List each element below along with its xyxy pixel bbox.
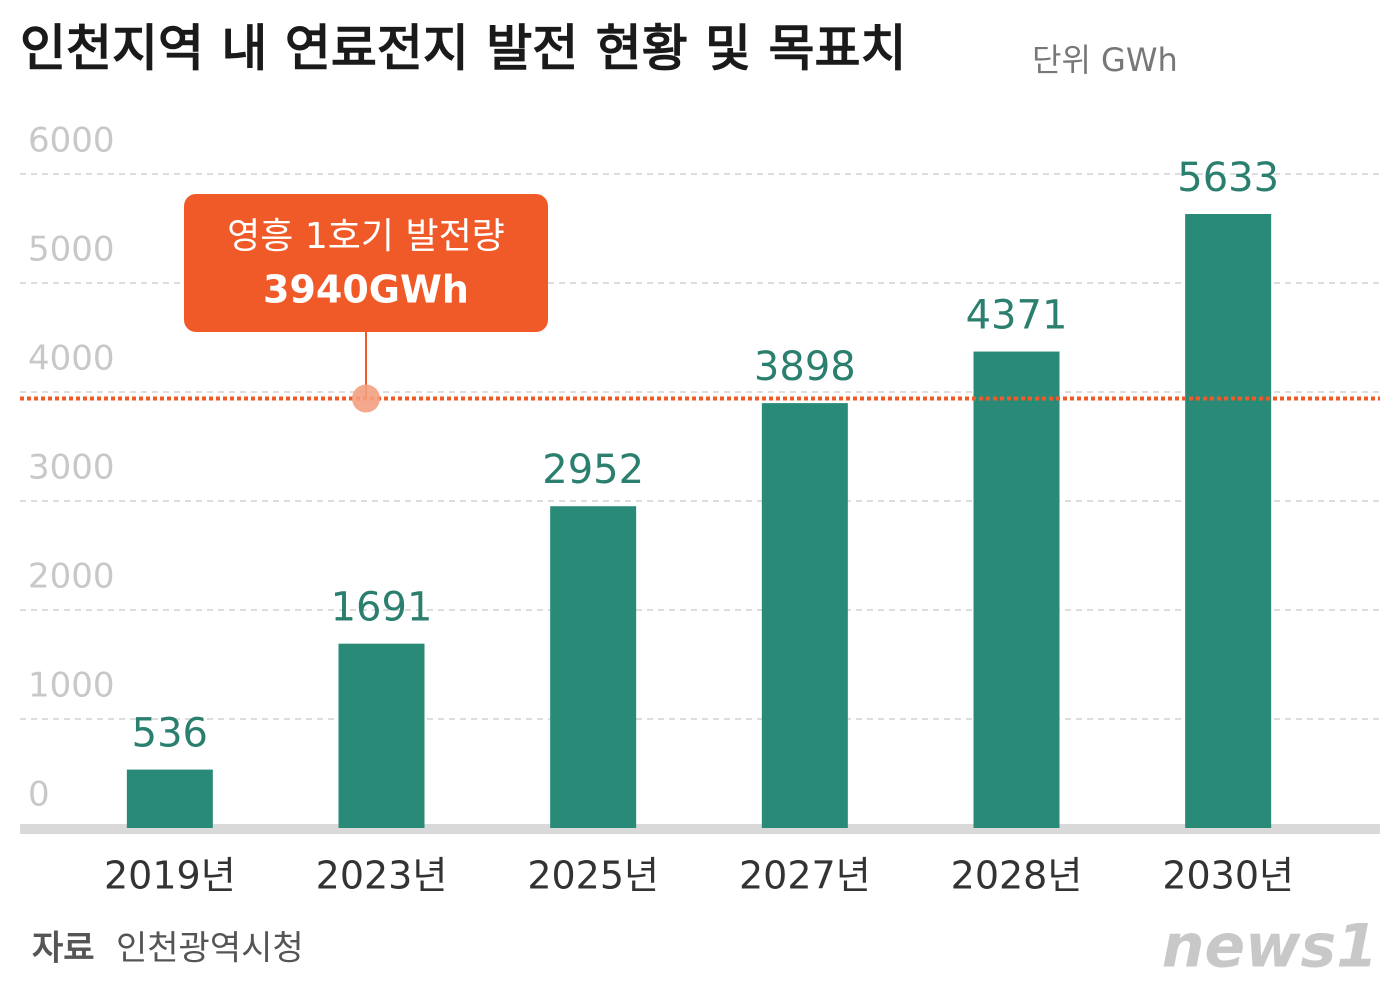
value-label: 2952 — [542, 447, 644, 493]
baseline — [20, 824, 1380, 834]
callout-dot — [352, 384, 380, 413]
callout-name: 영흥 1호기 발전량 — [227, 216, 505, 257]
source: 인천광역시청 — [116, 929, 304, 969]
y-tick-label: 0 — [28, 775, 50, 815]
value-label: 5633 — [1177, 155, 1279, 201]
bar — [550, 506, 637, 828]
bar — [338, 643, 425, 828]
plot-area: 0 1000 2000 3000 4000 5000 6000 536 2019년 1691 202… — [20, 121, 1380, 898]
logo: news1 — [1162, 912, 1378, 982]
x-tick-label: 2025년 — [527, 854, 659, 898]
callout-value: 3940GWh — [263, 268, 469, 312]
y-tick-label: 6000 — [28, 121, 115, 161]
bar — [126, 769, 213, 828]
source-label: 자료 — [32, 929, 95, 969]
y-tick-label: 4000 — [28, 339, 115, 379]
value-label: 3898 — [754, 344, 856, 390]
x-tick-label: 2028년 — [951, 854, 1083, 898]
value-label: 4371 — [966, 293, 1068, 339]
x-tick-label: 2019년 — [104, 854, 236, 898]
callout-box — [184, 194, 548, 332]
y-tick-label: 2000 — [28, 557, 115, 597]
x-tick-label: 2030년 — [1162, 854, 1294, 898]
value-label: 1691 — [331, 585, 433, 631]
unit-label: 단위 GWh — [1032, 41, 1178, 79]
bar — [761, 403, 848, 828]
chart-title: 인천지역 내 연료전지 발전 현황 및 목표치 — [20, 20, 906, 78]
bar — [1185, 214, 1272, 829]
bar — [973, 351, 1060, 828]
value-label: 536 — [132, 711, 208, 757]
y-tick-label: 3000 — [28, 448, 115, 488]
x-tick-label: 2027년 — [739, 854, 871, 898]
y-tick-label: 5000 — [28, 230, 115, 270]
y-tick-label: 1000 — [28, 666, 115, 706]
x-tick-label: 2023년 — [316, 854, 448, 898]
